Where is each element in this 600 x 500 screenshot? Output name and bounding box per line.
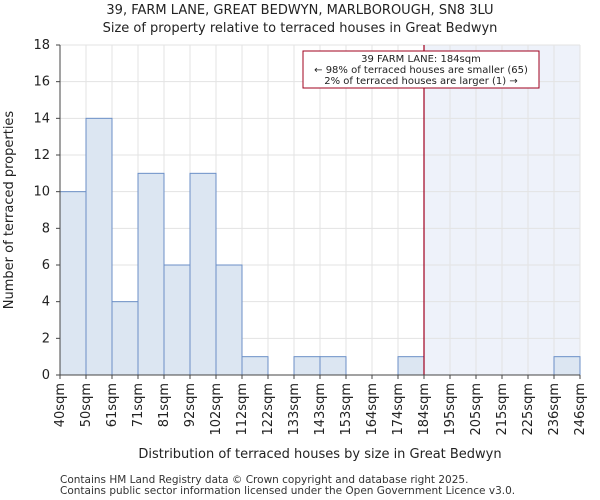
annotation-text: ← 98% of terraced houses are smaller (65…	[314, 65, 528, 76]
footer-licence: Contains public sector information licen…	[60, 485, 516, 497]
histogram-bar	[163, 264, 191, 376]
x-tick-label: 71sqm	[131, 383, 146, 427]
y-axis-title: Number of terraced properties	[2, 111, 17, 310]
y-tick-label: 2	[42, 331, 50, 346]
y-tick-label: 18	[33, 38, 50, 53]
x-tick-label: 236sqm	[547, 383, 562, 436]
x-tick-label: 81sqm	[157, 383, 172, 427]
histogram-bar	[189, 172, 217, 376]
y-tick-label: 16	[33, 75, 50, 90]
x-tick-label: 92sqm	[183, 383, 198, 427]
histogram-bar	[137, 172, 165, 376]
x-tick-label: 133sqm	[287, 383, 302, 436]
histogram-bar	[59, 191, 87, 376]
y-tick-label: 4	[42, 295, 50, 310]
annotation-text: 39 FARM LANE: 184sqm	[361, 54, 481, 65]
x-tick-label: 184sqm	[417, 383, 432, 436]
x-tick-label: 225sqm	[521, 383, 536, 436]
y-tick-label: 6	[42, 258, 50, 273]
footer-copyright: Contains HM Land Registry data © Crown c…	[60, 474, 469, 486]
histogram-bar	[241, 356, 269, 376]
x-tick-label: 195sqm	[443, 383, 458, 436]
x-tick-label: 50sqm	[79, 383, 94, 427]
x-tick-label: 40sqm	[53, 383, 68, 427]
y-tick-label: 12	[33, 148, 50, 163]
x-tick-label: 174sqm	[391, 383, 406, 436]
x-axis-title: Distribution of terraced houses by size …	[138, 447, 501, 462]
annotation-box	[302, 50, 540, 89]
histogram-bar	[215, 264, 243, 376]
y-tick-label: 8	[42, 221, 50, 236]
chart-title: Size of property relative to terraced ho…	[102, 21, 498, 36]
x-tick-label: 102sqm	[209, 383, 224, 436]
annotation-text: 2% of terraced houses are larger (1) →	[324, 76, 518, 87]
histogram-bar	[553, 356, 581, 376]
x-tick-label: 153sqm	[339, 383, 354, 436]
chart-title-address: 39, FARM LANE, GREAT BEDWYN, MARLBOROUGH…	[106, 3, 494, 18]
x-tick-label: 61sqm	[105, 383, 120, 427]
x-tick-label: 164sqm	[365, 383, 380, 436]
y-tick-label: 10	[33, 185, 50, 200]
x-tick-label: 205sqm	[469, 383, 484, 436]
x-tick-label: 122sqm	[261, 383, 276, 436]
y-tick-label: 14	[33, 111, 50, 126]
x-tick-label: 112sqm	[235, 383, 250, 436]
histogram-bar	[293, 356, 321, 376]
y-tick-label: 0	[42, 368, 50, 383]
histogram-bar	[397, 356, 425, 376]
x-tick-label: 143sqm	[313, 383, 328, 436]
histogram-bar	[319, 356, 347, 376]
histogram-bar	[111, 301, 139, 376]
x-tick-label: 215sqm	[495, 383, 510, 436]
histogram-bar	[85, 117, 113, 376]
x-tick-label: 246sqm	[573, 383, 588, 436]
